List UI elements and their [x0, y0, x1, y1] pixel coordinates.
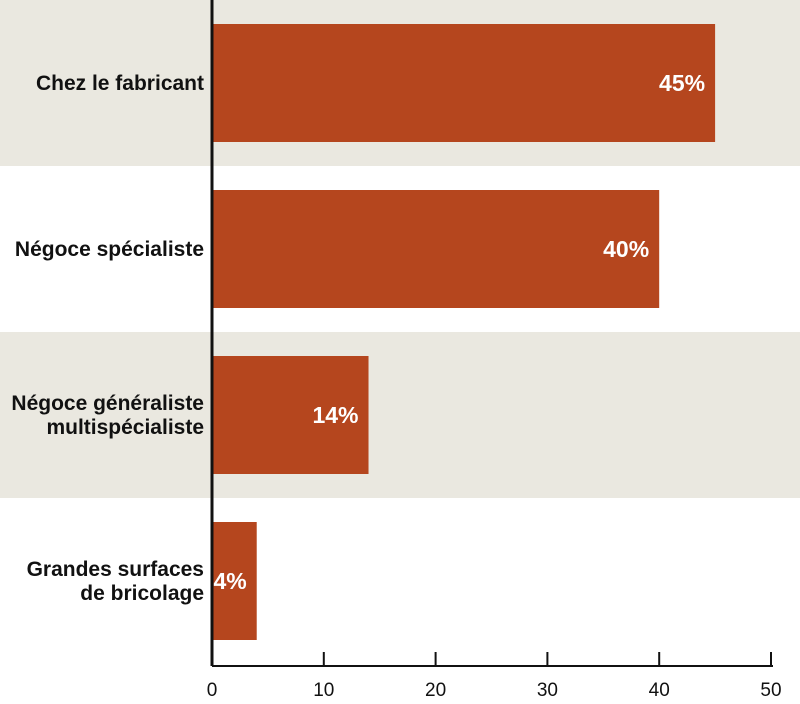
- value-label: 40%: [603, 236, 649, 262]
- bar: [212, 24, 716, 142]
- category-label: Négoce spécialiste: [15, 238, 204, 261]
- x-tick-label: 30: [537, 680, 558, 701]
- category-labels: Chez le fabricant Négoce spécialiste Négoc…: [11, 72, 204, 605]
- value-label: 14%: [312, 402, 358, 428]
- category-label: multispécialiste: [46, 416, 204, 439]
- x-tick-label: 40: [649, 680, 670, 701]
- x-tick-label: 0: [207, 680, 218, 701]
- x-tick-label: 20: [425, 680, 446, 701]
- bar: [212, 356, 369, 474]
- category-label: de bricolage: [80, 582, 204, 605]
- value-label: 45%: [659, 70, 705, 96]
- bar: [212, 190, 660, 308]
- x-tick-label: 50: [760, 680, 781, 701]
- x-tick-label: 10: [313, 680, 334, 701]
- category-label: Chez le fabricant: [36, 72, 204, 95]
- category-label: Grandes surfaces: [27, 558, 204, 581]
- axes: 0 10 20 30 40 50: [207, 0, 782, 701]
- bars: [212, 24, 716, 640]
- row-band: [0, 498, 800, 664]
- bar: [212, 522, 257, 640]
- row-band: [0, 332, 800, 498]
- category-label: Négoce généraliste: [11, 392, 204, 415]
- value-label: 4%: [213, 568, 246, 594]
- value-labels: 45% 40% 14% 4%: [213, 70, 705, 594]
